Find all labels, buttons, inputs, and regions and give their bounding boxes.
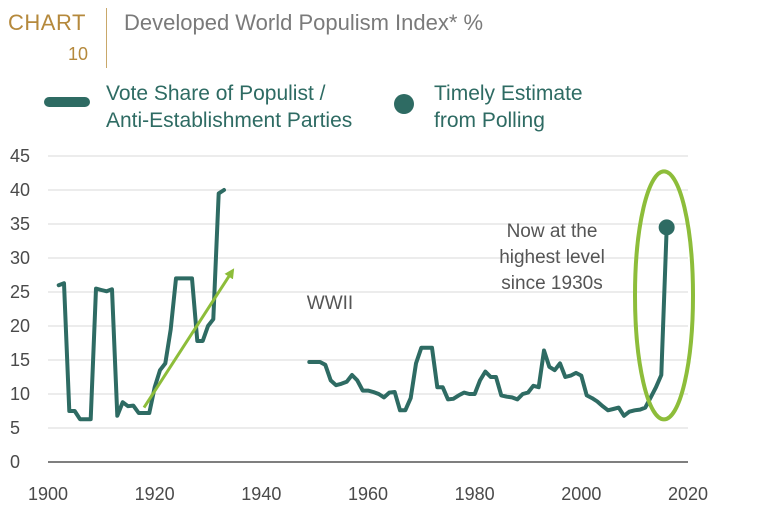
poll-estimate-point (658, 219, 675, 236)
legend-line-label-1: Vote Share of Populist / (106, 82, 326, 105)
highlight-ellipse (633, 169, 695, 422)
series-line (307, 225, 669, 418)
legend-dot-label-2: from Polling (434, 109, 545, 132)
wwii-label: WWII (307, 293, 353, 314)
y-tick-label: 0 (10, 452, 20, 472)
legend-dot-label-1: Timely Estimate (434, 82, 583, 105)
x-tick-label: 1920 (135, 484, 175, 504)
y-tick-label: 20 (10, 316, 30, 336)
note-line-2: highest level (499, 247, 605, 268)
legend-dot-swatch (394, 94, 414, 114)
y-tick-label: 10 (10, 384, 30, 404)
legend-dot-label: Timely Estimate from Polling (434, 80, 583, 134)
x-tick-label: 1940 (241, 484, 281, 504)
chart-number: 10 (68, 44, 89, 64)
y-tick-label: 5 (10, 418, 20, 438)
grid-lines (48, 155, 688, 463)
series-lines (56, 188, 675, 422)
y-tick-label: 25 (10, 282, 30, 302)
x-tick-label: 2020 (668, 484, 708, 504)
wwii-arrow (142, 268, 235, 409)
legend-line-swatch (44, 97, 90, 107)
note-line-3: since 1930s (501, 273, 602, 294)
x-axis-ticks: 1900 1920 1940 1960 1980 2000 2020 (28, 484, 708, 504)
header-divider (106, 8, 107, 68)
legend-line-label-2: Anti-Establishment Parties (106, 109, 353, 132)
chart-title: Developed World Populism Index* % (124, 10, 484, 35)
y-tick-label: 15 (10, 350, 30, 370)
y-axis-ticks: 0 5 10 15 20 25 30 35 40 45 (10, 146, 30, 472)
legend-line-label: Vote Share of Populist / Anti-Establishm… (106, 80, 352, 134)
y-tick-label: 35 (10, 214, 30, 234)
note-line-1: Now at the (507, 221, 598, 242)
x-tick-label: 1980 (455, 484, 495, 504)
x-tick-label: 2000 (561, 484, 601, 504)
annotation-text: WWII Now at the highest level since 1930… (307, 221, 605, 314)
series-line (56, 188, 226, 422)
x-tick-label: 1960 (348, 484, 388, 504)
y-tick-label: 30 (10, 248, 30, 268)
x-tick-label: 1900 (28, 484, 68, 504)
chart-label: CHART (8, 10, 86, 35)
y-tick-label: 45 (10, 146, 30, 166)
y-tick-label: 40 (10, 180, 30, 200)
annotations (142, 169, 695, 422)
